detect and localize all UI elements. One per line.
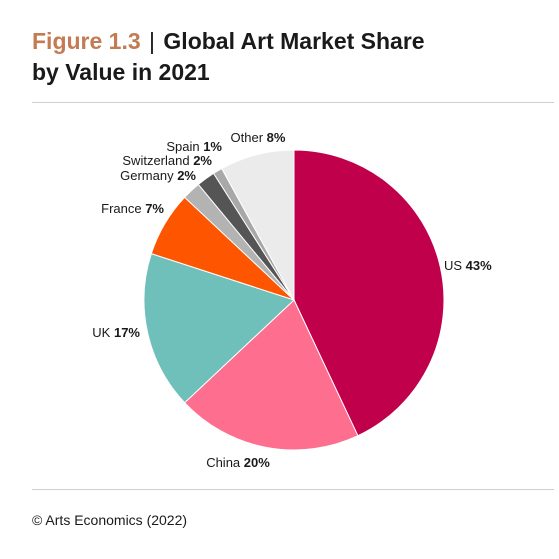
slice-percent: 7%	[145, 201, 164, 216]
slice-name: France	[101, 201, 145, 216]
slice-name: Switzerland	[122, 153, 193, 168]
top-divider	[32, 102, 554, 103]
slice-name: China	[206, 455, 244, 470]
slice-name: Germany	[120, 168, 177, 183]
slice-percent: 1%	[203, 139, 222, 154]
slice-label-france: France 7%	[101, 201, 164, 216]
slice-label-switzerland: Switzerland 2%	[122, 153, 212, 168]
figure-title-line-1: Figure 1.3 | Global Art Market Share	[32, 26, 542, 57]
slice-percent: 2%	[193, 153, 212, 168]
figure-number: Figure 1.3	[32, 28, 141, 54]
slice-label-spain: Spain 1%	[166, 139, 222, 154]
slice-percent: 20%	[244, 455, 270, 470]
source-credit: © Arts Economics (2022)	[32, 512, 188, 528]
slice-label-germany: Germany 2%	[120, 168, 196, 183]
pie-slice-china	[183, 299, 359, 451]
pie-slices	[143, 149, 445, 451]
slice-name: Spain	[166, 139, 203, 154]
slice-percent: 8%	[267, 130, 286, 145]
figure-separator: |	[149, 28, 156, 54]
pie-slice-uk	[143, 253, 295, 404]
slice-name: US	[444, 258, 466, 273]
slice-percent: 43%	[466, 258, 492, 273]
slice-label-other: Other 8%	[231, 130, 286, 145]
slice-name: UK	[92, 325, 114, 340]
pie-labels: US 43% China 20% UK 17% France 7% Germany 2%…	[92, 130, 492, 470]
slice-name: Other	[231, 130, 267, 145]
slice-label-uk: UK 17%	[92, 325, 140, 340]
slice-label-us: US 43%	[444, 258, 492, 273]
pie-slice-us	[293, 149, 445, 437]
bottom-divider	[32, 489, 554, 490]
slice-label-china: China 20%	[206, 455, 270, 470]
figure-title-line-2: by Value in 2021	[32, 59, 210, 85]
figure-title: Global Art Market Share	[163, 28, 425, 54]
slice-percent: 17%	[114, 325, 140, 340]
figure-header: Figure 1.3 | Global Art Market Share by …	[32, 26, 542, 88]
pie-slice-other	[221, 149, 295, 301]
slice-percent: 2%	[177, 168, 196, 183]
